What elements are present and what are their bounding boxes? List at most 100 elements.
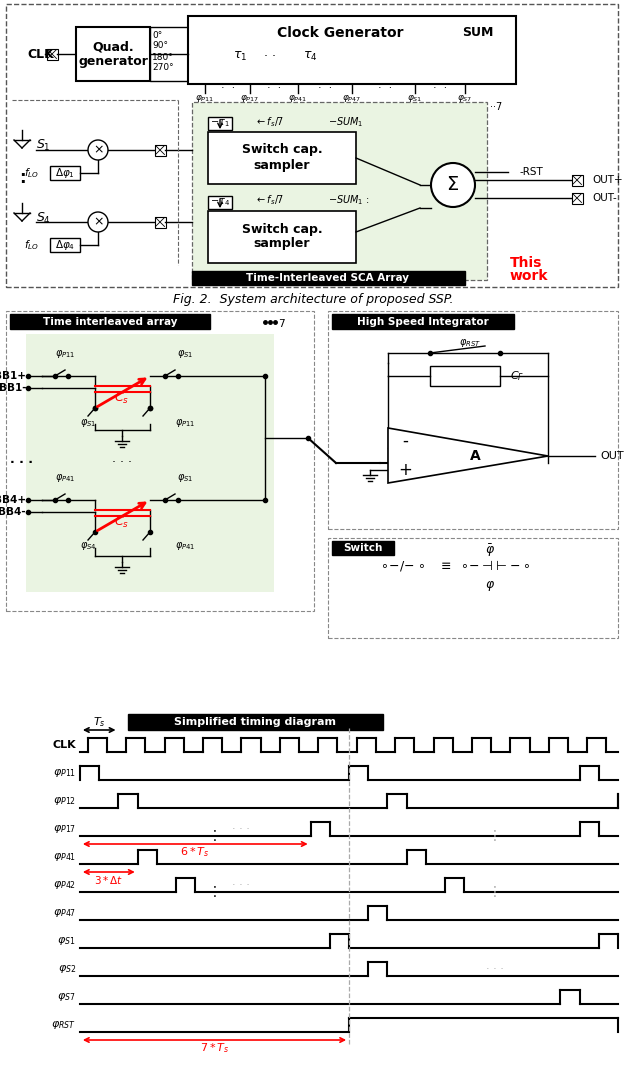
Text: $\leftarrow f_s/7$: $\leftarrow f_s/7$ [255, 193, 284, 207]
Bar [150, 27, 188, 81]
Text: $\tau_4$: $\tau_4$ [303, 49, 317, 62]
Text: OUT+: OUT+ [592, 175, 623, 185]
Bar [208, 196, 232, 209]
Circle shape [88, 211, 108, 232]
Bar [208, 117, 232, 130]
Bar [50, 238, 80, 252]
Text: · ·: · · [264, 49, 276, 62]
Bar [430, 366, 500, 386]
Text: $\varphi_{RST}$: $\varphi_{RST}$ [459, 337, 481, 349]
Text: $\varphi_{P47}$: $\varphi_{P47}$ [342, 94, 362, 105]
Text: $f_{LO}$: $f_{LO}$ [24, 238, 39, 252]
Bar [328, 311, 618, 529]
Text: $-\tau_1$: $-\tau_1$ [210, 118, 230, 130]
Text: Fig. 2.  System architecture of proposed SSP.: Fig. 2. System architecture of proposed … [173, 293, 453, 306]
Text: $f_{LO}$: $f_{LO}$ [24, 166, 39, 180]
Bar [572, 193, 583, 204]
Text: $\varphi_{S1}$: $\varphi_{S1}$ [177, 472, 193, 484]
Text: $T_s$: $T_s$ [93, 715, 106, 729]
Text: $\varphi_{P17}$: $\varphi_{P17}$ [53, 823, 76, 835]
Text: sampler: sampler [254, 238, 310, 251]
Text: SUM: SUM [463, 26, 494, 39]
Text: Time interleaved array: Time interleaved array [43, 317, 177, 327]
Bar [6, 311, 314, 611]
Text: This: This [510, 256, 542, 270]
Bar [76, 27, 150, 81]
Text: $\varphi_{P17}$: $\varphi_{P17}$ [240, 94, 260, 105]
Text: · · ·: · · · [112, 457, 132, 470]
Text: $\varphi_{P47}$: $\varphi_{P47}$ [53, 907, 76, 919]
Text: $\varphi_{P41}$: $\varphi_{P41}$ [289, 94, 307, 105]
Text: BB1+: BB1+ [0, 371, 26, 382]
Text: Time-Interleaved SCA Array: Time-Interleaved SCA Array [247, 272, 409, 283]
Text: sampler: sampler [254, 158, 310, 171]
Bar [128, 714, 383, 730]
Text: 7: 7 [278, 319, 285, 329]
Text: $\times$: $\times$ [93, 144, 103, 157]
Text: $S_1$: $S_1$ [36, 137, 51, 153]
Text: $\varphi_{P42}$: $\varphi_{P42}$ [53, 879, 76, 891]
Text: · · ·: · · · [11, 457, 34, 470]
Text: $\varphi_{P41}$: $\varphi_{P41}$ [175, 540, 195, 552]
Text: $S_4$: $S_4$ [36, 210, 51, 226]
Text: Switch cap.: Switch cap. [242, 222, 322, 235]
Text: ⋮: ⋮ [208, 829, 222, 843]
Text: ⋮: ⋮ [208, 885, 222, 899]
Bar [10, 314, 210, 329]
Text: 270°: 270° [152, 62, 173, 72]
Text: 180°: 180° [152, 52, 174, 61]
Text: Quad.: Quad. [92, 40, 134, 53]
Text: $6*T_s$: $6*T_s$ [180, 845, 210, 859]
Text: $C_F$: $C_F$ [510, 370, 525, 383]
Text: CLK: CLK [53, 740, 76, 750]
Text: $\varphi_{P11}$: $\varphi_{P11}$ [53, 767, 76, 779]
Text: $\circ\!-\!\dashv\!\vdash\!-\!\circ$: $\circ\!-\!\dashv\!\vdash\!-\!\circ$ [460, 559, 530, 573]
Text: OUT: OUT [600, 451, 623, 461]
Bar [192, 271, 465, 284]
Text: $7*T_s$: $7*T_s$ [200, 1041, 229, 1055]
Text: $\Sigma$: $\Sigma$ [446, 175, 459, 194]
Bar [328, 538, 618, 638]
Text: $\varphi_{RST}$: $\varphi_{RST}$ [51, 1019, 76, 1031]
Text: ⋮: ⋮ [488, 829, 502, 843]
Text: 90°: 90° [152, 41, 168, 50]
Text: · · ·: · · · [232, 880, 250, 891]
Text: $\varphi_{P11}$: $\varphi_{P11}$ [175, 417, 195, 429]
Text: $\varphi_{S1}$: $\varphi_{S1}$ [58, 935, 76, 947]
Text: ·  ·: · · [318, 83, 332, 93]
Text: $\Delta\varphi_1$: $\Delta\varphi_1$ [55, 166, 75, 180]
Text: $\Delta\varphi_4$: $\Delta\varphi_4$ [55, 238, 75, 252]
Text: BB4+: BB4+ [0, 495, 26, 505]
Text: · · ·: · · · [486, 964, 504, 974]
Text: ·  ·: · · [378, 83, 392, 93]
Text: $\bar{\varphi}$: $\bar{\varphi}$ [485, 543, 495, 559]
Text: $\times$: $\times$ [93, 216, 103, 229]
Text: CLK: CLK [27, 48, 54, 61]
Text: $\tau_1$: $\tau_1$ [233, 49, 247, 62]
Bar [155, 217, 165, 228]
Text: $\varphi_{P11}$: $\varphi_{P11}$ [195, 94, 215, 105]
Text: BB4-: BB4- [0, 507, 26, 517]
Text: -: - [402, 432, 408, 450]
Bar [332, 541, 394, 555]
Text: Switch: Switch [343, 543, 382, 553]
Bar [332, 314, 514, 329]
Text: $\varphi$: $\varphi$ [485, 579, 495, 593]
Bar [155, 145, 165, 156]
Bar [50, 166, 80, 180]
Circle shape [88, 140, 108, 160]
Text: OUT-: OUT- [592, 193, 617, 203]
Text: work: work [510, 269, 548, 283]
Text: :: : [19, 169, 25, 187]
Bar [572, 174, 583, 185]
Text: -RST: -RST [520, 167, 544, 177]
Text: A: A [470, 449, 480, 463]
Text: $C_s$: $C_s$ [115, 390, 130, 405]
Bar [188, 16, 516, 84]
Text: Switch cap.: Switch cap. [242, 144, 322, 157]
Text: $-\tau_4$: $-\tau_4$ [210, 196, 230, 208]
Bar [6, 4, 618, 287]
Text: $\varphi_{S1}$: $\varphi_{S1}$ [408, 94, 423, 105]
Text: $\varphi_{S1}$: $\varphi_{S1}$ [177, 348, 193, 360]
Bar [26, 334, 274, 592]
